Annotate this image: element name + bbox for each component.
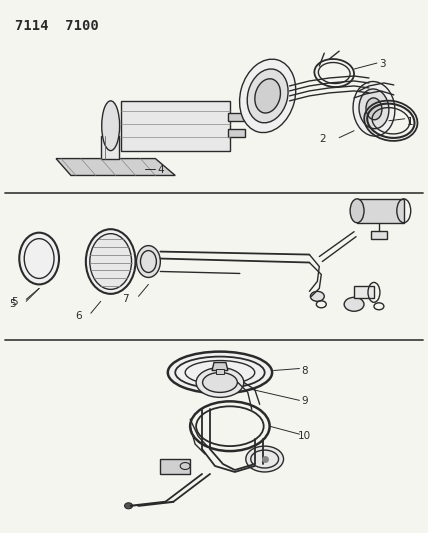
Text: 7114  7100: 7114 7100 (15, 19, 99, 33)
Text: 10: 10 (297, 431, 311, 441)
Text: 7: 7 (122, 294, 129, 304)
Ellipse shape (90, 233, 131, 289)
Text: 3: 3 (379, 59, 386, 69)
Polygon shape (212, 362, 228, 370)
Ellipse shape (240, 59, 296, 133)
Ellipse shape (86, 229, 136, 294)
Polygon shape (101, 136, 119, 158)
Text: 2: 2 (319, 134, 326, 144)
Ellipse shape (137, 246, 160, 278)
Polygon shape (371, 231, 387, 239)
Polygon shape (354, 286, 374, 298)
Ellipse shape (255, 79, 280, 113)
Polygon shape (160, 459, 190, 474)
Ellipse shape (344, 297, 364, 311)
Ellipse shape (102, 101, 119, 151)
Polygon shape (56, 158, 175, 175)
Polygon shape (228, 113, 245, 121)
Text: 9: 9 (301, 397, 308, 406)
Text: 6: 6 (75, 311, 81, 321)
Ellipse shape (310, 292, 324, 301)
Ellipse shape (125, 503, 133, 509)
Polygon shape (121, 101, 230, 151)
Ellipse shape (350, 199, 364, 223)
Ellipse shape (247, 69, 288, 123)
Polygon shape (357, 199, 404, 223)
Ellipse shape (359, 89, 389, 128)
Ellipse shape (196, 368, 244, 398)
Ellipse shape (353, 82, 395, 136)
Text: 8: 8 (301, 366, 308, 376)
Ellipse shape (19, 233, 59, 285)
Ellipse shape (202, 373, 238, 392)
Polygon shape (228, 129, 245, 136)
Ellipse shape (246, 446, 283, 472)
Text: 1: 1 (407, 117, 413, 127)
Polygon shape (216, 368, 224, 375)
Ellipse shape (168, 352, 272, 393)
Text: 5: 5 (9, 300, 16, 309)
Text: 5: 5 (11, 297, 18, 308)
Ellipse shape (366, 98, 382, 120)
Text: 4: 4 (158, 165, 164, 174)
